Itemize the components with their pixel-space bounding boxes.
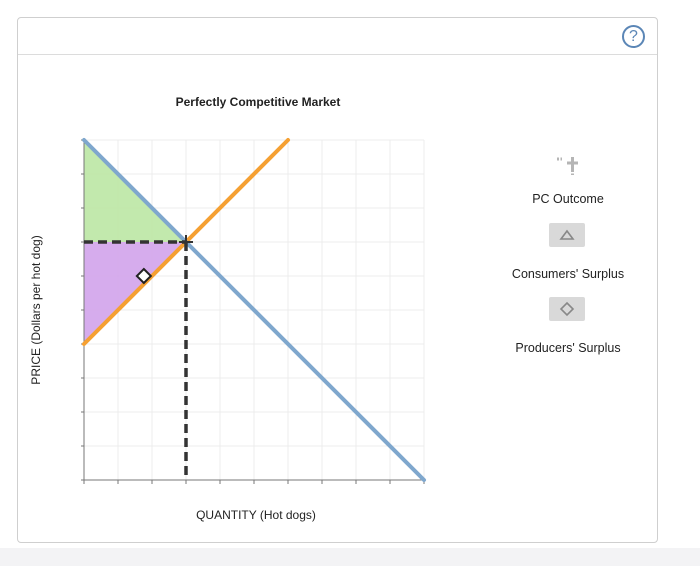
consumers-surplus-tool-button[interactable] [549,223,585,247]
page-footer-band [0,548,700,566]
diamond-icon [559,301,575,317]
triangle-icon [559,229,575,240]
question-panel: ? Perfectly Competitive Market QUANTITY … [17,17,658,543]
x-axis-label: QUANTITY (Hot dogs) [196,508,316,522]
equilibrium-marks [84,235,193,480]
help-button[interactable]: ? [622,25,645,48]
producers-surplus-tool-button[interactable] [549,297,585,321]
chart-title: Perfectly Competitive Market [176,95,341,109]
producers-surplus-label: Producers' Surplus [515,341,621,355]
producer-surplus-diamond-marker[interactable] [135,267,153,285]
consumers-surplus-label: Consumers' Surplus [511,267,625,281]
market-graph: Perfectly Competitive Market QUANTITY (H… [29,95,426,522]
demand-curve [82,138,426,482]
panel-header: ? [18,18,657,55]
y-axis-label: PRICE (Dollars per hot dog) [29,235,43,384]
pc-outcome-cross-icon[interactable] [553,154,583,176]
pc-outcome-label: PC Outcome [532,192,604,206]
